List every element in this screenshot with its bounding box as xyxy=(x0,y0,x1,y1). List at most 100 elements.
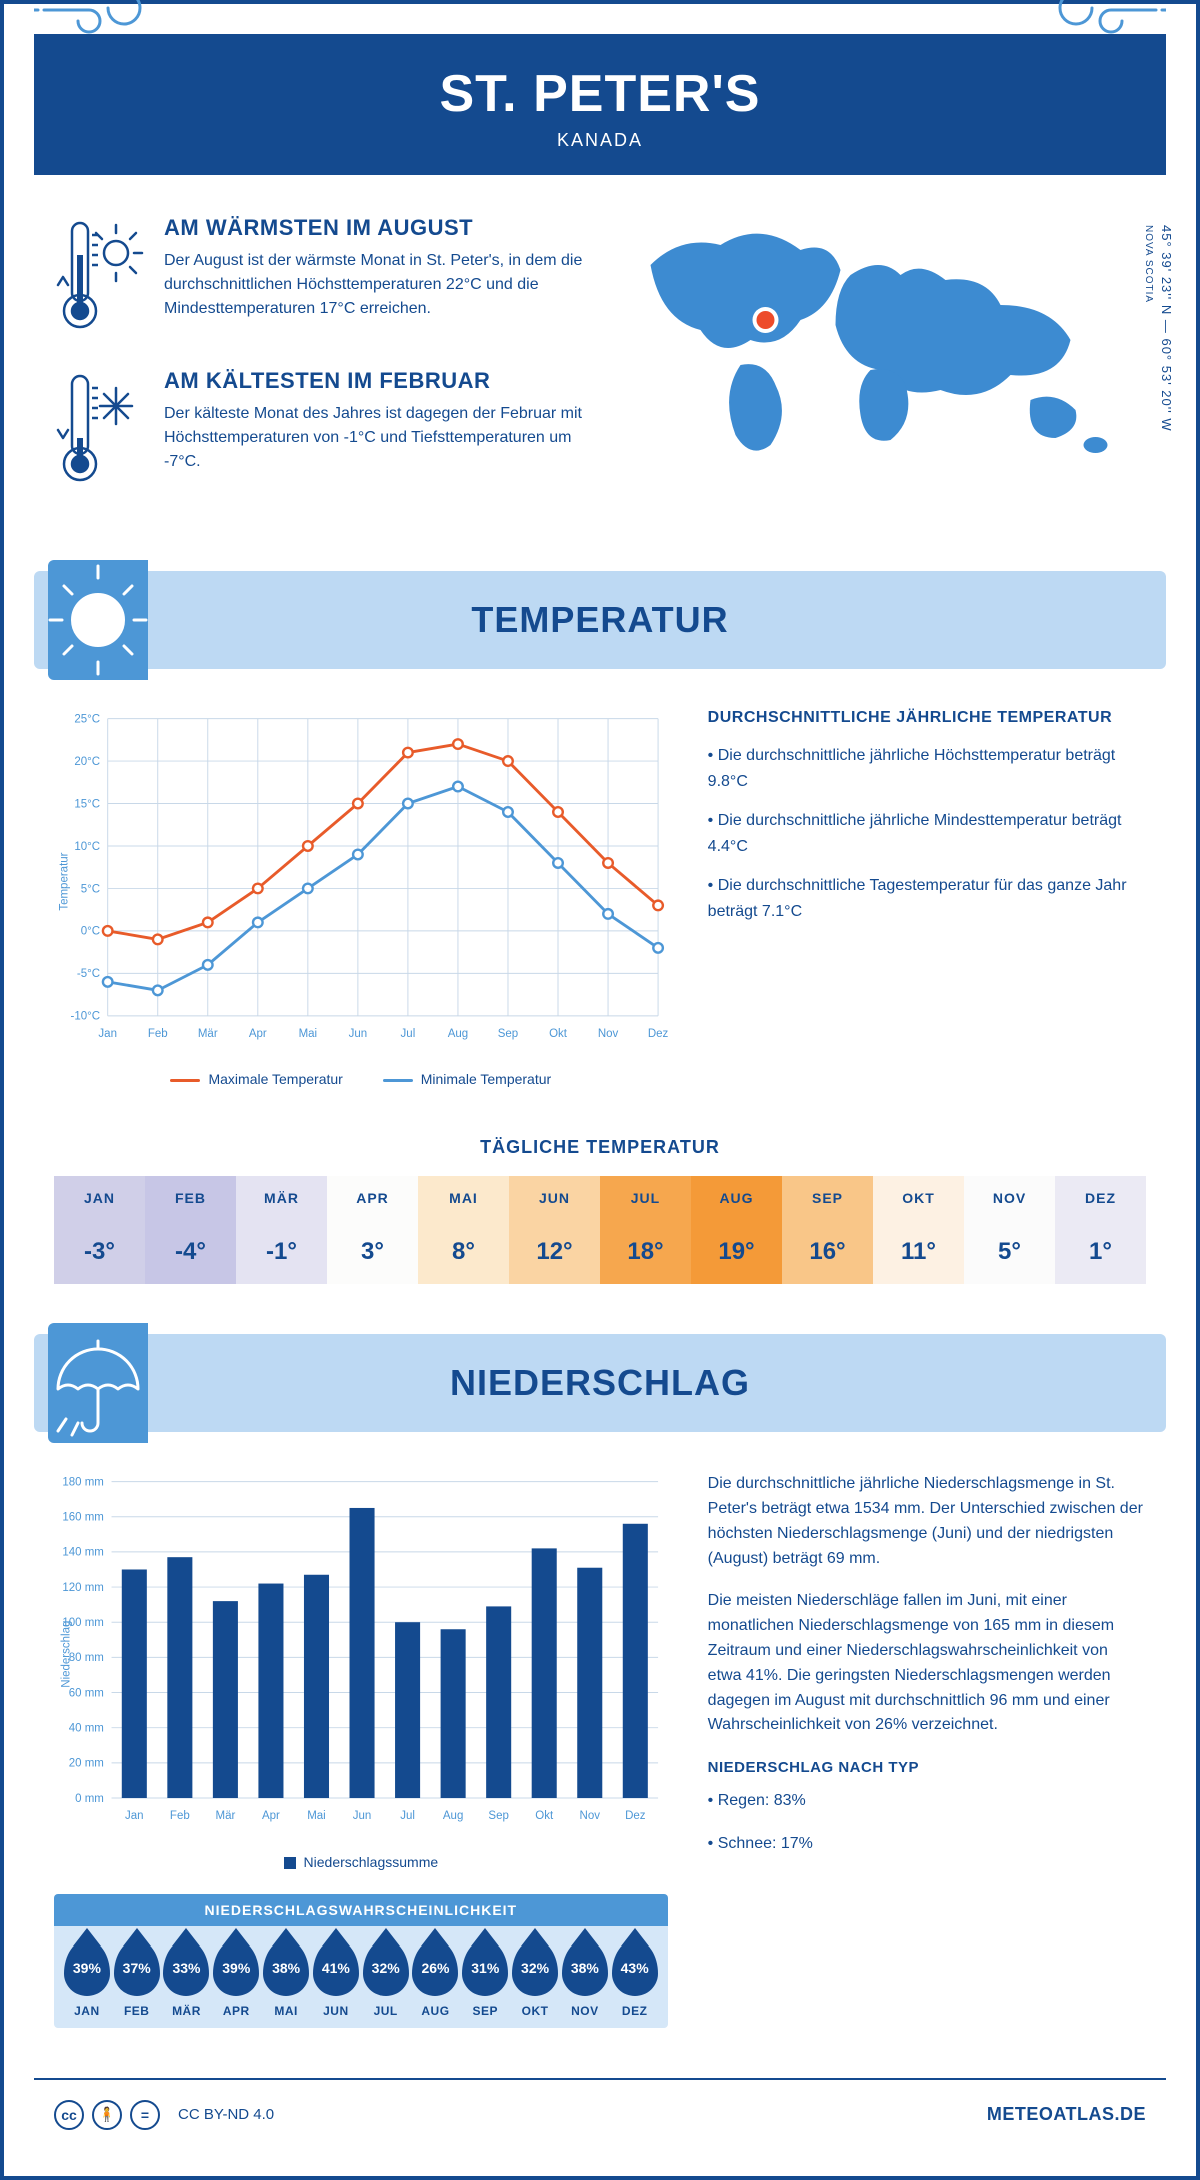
svg-text:Mai: Mai xyxy=(307,1810,326,1822)
warmest-text: Der August ist der wärmste Monat in St. … xyxy=(164,249,585,321)
svg-text:180 mm: 180 mm xyxy=(62,1477,104,1489)
daily-temp-heading: TÄGLICHE TEMPERATUR xyxy=(4,1137,1196,1158)
warmest-title: AM WÄRMSTEN IM AUGUST xyxy=(164,215,585,241)
prob-value: 38% xyxy=(562,1940,608,1996)
svg-text:Jul: Jul xyxy=(401,1028,416,1040)
prob-month: MAI xyxy=(263,2004,309,2018)
daily-value: -1° xyxy=(236,1220,327,1284)
prob-drop: 43% DEZ xyxy=(612,1940,658,2018)
daily-cell: AUG19° xyxy=(691,1176,782,1284)
prob-value: 32% xyxy=(363,1940,409,1996)
prob-value: 43% xyxy=(612,1940,658,1996)
prob-month: AUG xyxy=(412,2004,458,2018)
daily-month: MAI xyxy=(418,1176,509,1220)
legend-min: Minimale Temperatur xyxy=(383,1071,551,1087)
daily-value: 18° xyxy=(600,1220,691,1284)
coldest-text: Der kälteste Monat des Jahres ist dagege… xyxy=(164,402,585,474)
svg-text:Mär: Mär xyxy=(215,1810,235,1822)
prob-month: NOV xyxy=(562,2004,608,2018)
svg-text:Okt: Okt xyxy=(535,1810,554,1822)
coldest-title: AM KÄLTESTEN IM FEBRUAR xyxy=(164,368,585,394)
daily-cell: APR3° xyxy=(327,1176,418,1284)
daily-month: APR xyxy=(327,1176,418,1220)
prob-drop: 37% FEB xyxy=(114,1940,160,2018)
prob-value: 38% xyxy=(263,1940,309,1996)
prob-drop: 41%JUN xyxy=(313,1940,359,2018)
prob-month: DEZ xyxy=(612,2004,658,2018)
precip-type-heading: NIEDERSCHLAG NACH TYP xyxy=(708,1756,1146,1779)
prob-value: 26% xyxy=(412,1940,458,1996)
svg-text:20 mm: 20 mm xyxy=(69,1758,104,1770)
svg-text:0°C: 0°C xyxy=(81,926,100,938)
daily-month: FEB xyxy=(145,1176,236,1220)
temperature-heading: TEMPERATUR xyxy=(471,599,728,640)
svg-text:140 mm: 140 mm xyxy=(62,1547,104,1559)
svg-text:Jun: Jun xyxy=(349,1028,368,1040)
daily-cell: JAN-3° xyxy=(54,1176,145,1284)
svg-text:80 mm: 80 mm xyxy=(69,1652,104,1664)
daily-month: OKT xyxy=(873,1176,964,1220)
prob-month: JUL xyxy=(363,2004,409,2018)
precip-p1: Die durchschnittliche jährliche Niedersc… xyxy=(708,1472,1146,1571)
infographic-frame: ST. PETER'S KANADA xyxy=(0,0,1200,2180)
prob-month: FEB xyxy=(114,2004,160,2018)
daily-cell: OKT11° xyxy=(873,1176,964,1284)
prob-month: MÄR xyxy=(163,2004,209,2018)
svg-text:15°C: 15°C xyxy=(74,798,100,810)
daily-value: 3° xyxy=(327,1220,418,1284)
svg-text:Sep: Sep xyxy=(488,1810,508,1822)
daily-value: 8° xyxy=(418,1220,509,1284)
daily-cell: JUL18° xyxy=(600,1176,691,1284)
site-name: METEOATLAS.DE xyxy=(987,2104,1146,2125)
prob-drop: 33%MÄR xyxy=(163,1940,209,2018)
daily-cell: JUN12° xyxy=(509,1176,600,1284)
prob-drop: 39%APR xyxy=(213,1940,259,2018)
prob-drop: 32% JUL xyxy=(363,1940,409,2018)
daily-value: 1° xyxy=(1055,1220,1146,1284)
prob-heading: NIEDERSCHLAGSWAHRSCHEINLICHKEIT xyxy=(54,1894,668,1926)
nd-icon: = xyxy=(130,2100,160,2130)
prob-drop: 26% AUG xyxy=(412,1940,458,2018)
temp-summary-3: • Die durchschnittliche Tagestemperatur … xyxy=(708,873,1146,924)
svg-text:10°C: 10°C xyxy=(74,841,100,853)
svg-text:Jul: Jul xyxy=(400,1810,415,1822)
footer: cc 🧍 = CC BY-ND 4.0 METEOATLAS.DE xyxy=(34,2078,1166,2146)
daily-cell: NOV5° xyxy=(964,1176,1055,1284)
svg-text:Jan: Jan xyxy=(125,1810,144,1822)
svg-text:20°C: 20°C xyxy=(74,756,100,768)
cc-icon: cc xyxy=(54,2100,84,2130)
prob-value: 37% xyxy=(114,1940,160,1996)
daily-cell: FEB-4° xyxy=(145,1176,236,1284)
thermometer-snow-icon xyxy=(54,368,144,488)
daily-month: NOV xyxy=(964,1176,1055,1220)
svg-text:Temperatur: Temperatur xyxy=(58,852,70,910)
svg-text:Mai: Mai xyxy=(299,1028,318,1040)
precip-p2: Die meisten Niederschläge fallen im Juni… xyxy=(708,1589,1146,1738)
daily-value: 16° xyxy=(782,1220,873,1284)
svg-text:-5°C: -5°C xyxy=(77,968,100,980)
precipitation-text: Die durchschnittliche jährliche Niedersc… xyxy=(708,1472,1146,2027)
svg-text:Mär: Mär xyxy=(198,1028,218,1040)
license-text: CC BY-ND 4.0 xyxy=(178,2106,274,2123)
prob-month: OKT xyxy=(512,2004,558,2018)
location-title: ST. PETER'S xyxy=(34,64,1166,124)
prob-drop: 39%JAN xyxy=(64,1940,110,2018)
svg-text:Apr: Apr xyxy=(262,1810,280,1822)
svg-text:-10°C: -10°C xyxy=(70,1011,100,1023)
prob-value: 41% xyxy=(313,1940,359,1996)
svg-text:Dez: Dez xyxy=(625,1810,646,1822)
prob-drop: 31%SEP xyxy=(462,1940,508,2018)
daily-value: 12° xyxy=(509,1220,600,1284)
wind-icon xyxy=(1026,0,1166,44)
daily-month: MÄR xyxy=(236,1176,327,1220)
temperature-banner: TEMPERATUR xyxy=(34,571,1166,669)
umbrella-icon xyxy=(48,1323,148,1443)
svg-text:120 mm: 120 mm xyxy=(62,1582,104,1594)
prob-drop: 38% MAI xyxy=(263,1940,309,2018)
svg-text:Niederschlag: Niederschlag xyxy=(60,1621,72,1688)
precip-snow: • Schnee: 17% xyxy=(708,1832,1146,1857)
prob-month: JAN xyxy=(64,2004,110,2018)
temperature-summary: DURCHSCHNITTLICHE JÄHRLICHE TEMPERATUR •… xyxy=(708,709,1146,1087)
license-block: cc 🧍 = CC BY-ND 4.0 xyxy=(54,2100,274,2130)
prob-month: APR xyxy=(213,2004,259,2018)
